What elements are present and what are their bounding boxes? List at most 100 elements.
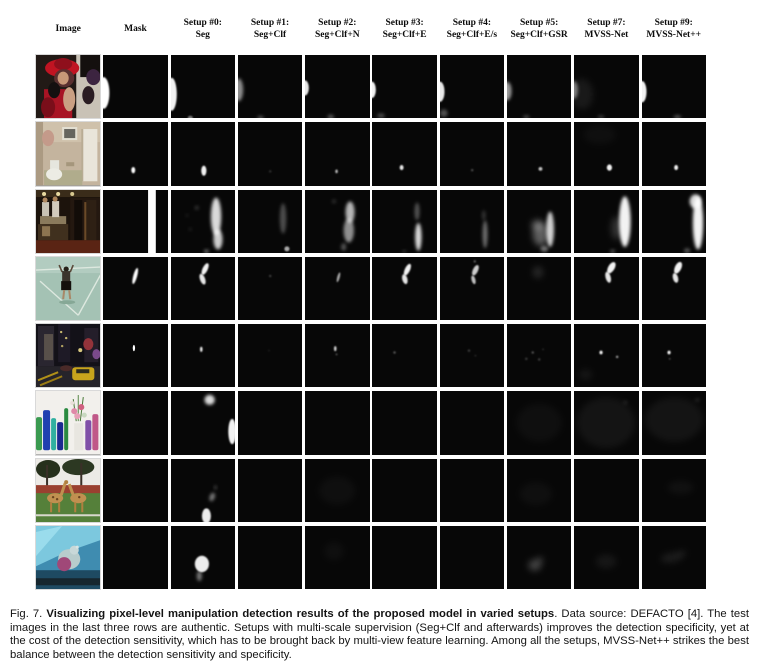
mask-cell-row7-mask [103,458,168,523]
mask-cell-row5-s2 [305,324,370,388]
column-header-image: Image [36,11,100,48]
mask-cell-row5-s1 [237,324,303,388]
caption-bold-title: Visualizing pixel-level manipulation det… [46,608,555,620]
mask-cell-row5-s3 [372,324,437,388]
thumbnail-art-bathroom [36,122,101,186]
mask-cell-row4-s4 [439,256,505,321]
image-thumbnail-row6 [34,390,102,456]
image-thumbnail-row5 [34,323,102,389]
thumbnail-art-kitchen [36,189,101,253]
mask-cell-row7-s0 [170,458,235,523]
mask-cell-row1-s5 [506,55,572,119]
mask-cell-row5-s0 [170,324,235,388]
mask-cell-row6-mask [103,391,168,455]
mask-cell-row3-s9 [641,189,706,253]
mask-cell-row8-s2 [305,526,370,590]
mask-cell-row6-s4 [439,391,505,455]
mask-cell-row2-s3 [372,122,437,186]
mask-cell-row3-mask [103,189,168,253]
thumbnail-art-giraffes [36,458,101,523]
column-header-s9-line2: MVSS-Net++ [646,29,702,40]
column-header-mask: Mask [103,11,167,48]
mask-cell-row6-s5 [506,391,572,455]
image-thumbnail-row2 [34,121,102,187]
column-header-s0-line2: Seg [195,29,210,40]
image-thumbnail-row4 [34,255,102,322]
mask-cell-row7-s2 [305,458,370,523]
mask-cell-row8-s4 [439,526,505,590]
mask-cell-row4-s0 [170,256,235,321]
mask-cell-row1-s3 [372,55,437,119]
column-header-s7-line2: MVSS-Net [584,29,629,40]
caption-body-text: . Data source: DEFACTO [4]. The test ima… [10,608,749,661]
thumbnail-art-night-street-taxi [36,324,101,388]
mask-cell-row4-s3 [372,256,437,321]
column-header-s2: Setup #2: Seg+Clf+N [305,11,369,48]
mask-cell-row1-s4 [439,55,505,119]
column-header-s7-line1: Setup #7: [587,18,626,28]
thumbnail-art-vases-flowers [36,391,101,455]
mask-cell-row2-s2 [305,122,370,186]
mask-cell-row6-s1 [237,391,303,455]
mask-cell-row2-s0 [170,122,235,186]
mask-cell-row3-s5 [506,189,572,253]
mask-cell-row8-mask [103,526,168,590]
mask-cell-row2-s5 [506,122,572,186]
mask-cell-row8-s1 [237,526,303,590]
mask-cell-row5-s4 [439,324,505,388]
mask-cell-row2-s4 [439,122,505,186]
mask-cell-row3-s3 [372,189,437,253]
column-header-s0: Setup #0: Seg [171,11,235,48]
column-header-s3: Setup #3: Seg+Clf+E [372,11,436,48]
column-header-s3-line1: Setup #3: [385,18,424,28]
column-header-s1-line2: Seg+Clf [253,29,287,40]
mask-cell-row4-s1 [237,256,303,321]
thumbnail-art-tennis-player [36,256,101,321]
mask-cell-row4-s2 [305,256,370,321]
mask-cell-row4-s5 [506,256,572,321]
column-header-s7: Setup #7: MVSS-Net [574,11,638,48]
figure-caption: Fig. 7. Visualizing pixel-level manipula… [10,608,749,662]
column-header-s5-line2: Seg+Clf+GSR [510,29,568,40]
column-header-s9: Setup #9: MVSS-Net++ [642,11,706,48]
mask-cell-row7-s7 [574,458,639,523]
mask-cell-row3-s2 [305,189,370,253]
mask-cell-row5-s9 [641,324,706,388]
mask-cell-row7-s4 [439,458,505,523]
mask-cell-row2-s9 [641,122,706,186]
mask-cell-row6-s0 [170,391,235,455]
column-header-s2-line1: Setup #2: [318,18,357,28]
column-header-s1-line1: Setup #1: [250,18,290,28]
mask-cell-row3-s4 [439,189,505,253]
image-thumbnail-row8 [34,525,102,591]
mask-cell-row3-s1 [237,189,303,253]
mask-cell-row7-s3 [372,458,437,523]
mask-cell-row7-s1 [237,458,303,523]
mask-cell-row3-s7 [574,189,639,253]
column-header-s4-line2: Seg+Clf+E/s [446,29,498,40]
image-thumbnail-row7 [34,457,102,524]
column-headers: Image Mask Setup #0: Seg Setup #1: Seg+Clf Set… [36,11,706,48]
column-header-s4: Setup #4: Seg+Clf+E/s [440,11,504,48]
column-header-s5: Setup #5: Seg+Clf+GSR [507,11,571,48]
column-header-s3-line2: Seg+Clf+E [382,29,427,40]
mask-cell-row1-s9 [641,55,706,119]
results-grid [34,53,706,591]
mask-cell-row3-s0 [170,189,235,253]
mask-cell-row6-s7 [574,391,639,455]
mask-cell-row1-s0 [170,55,235,119]
column-header-s1: Setup #1: Seg+Clf [238,11,302,48]
mask-cell-row7-s5 [506,458,572,523]
mask-cell-row1-s7 [574,55,639,119]
mask-cell-row6-s2 [305,391,370,455]
thumbnail-art-bear-aquarium [36,526,101,590]
mask-cell-row8-s7 [574,526,639,590]
image-thumbnail-row3 [34,188,102,254]
mask-cell-row8-s5 [506,526,572,590]
mask-cell-row5-mask [103,324,168,388]
column-header-image-line1: Image [55,23,81,34]
mask-cell-row1-s2 [305,55,370,119]
mask-cell-row8-s3 [372,526,437,590]
mask-cell-row5-s7 [574,324,639,388]
